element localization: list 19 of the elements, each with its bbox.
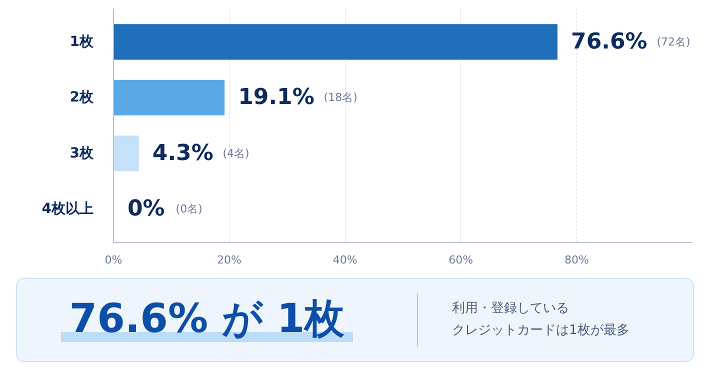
y-tick-label: 4枚以上	[42, 201, 94, 218]
text: 76.6% が 1枚	[61, 296, 353, 342]
x-tick-label: 80%	[564, 254, 589, 266]
text: 利用・登録している	[452, 301, 569, 316]
y-tick-label: 3枚	[70, 145, 94, 162]
x-tick-label: 20%	[217, 254, 242, 266]
y-tick-label: 2枚	[70, 90, 94, 106]
x-tick-label: 40%	[332, 254, 358, 266]
y-tick-label: 1枚	[70, 34, 94, 50]
bar	[114, 80, 225, 116]
data-label: 0% (0名)	[128, 196, 202, 222]
bar	[114, 24, 558, 60]
bar	[114, 136, 139, 172]
x-tick-label: 0%	[104, 254, 122, 266]
data-label: 19.1% (18名)	[238, 85, 358, 110]
x-tick-label: 60%	[448, 254, 474, 266]
data-label: 4.3% (4名)	[152, 140, 250, 166]
text: クレジットカードは1枚が最多	[452, 323, 630, 338]
data-label: 76.6% (72名)	[571, 29, 690, 54]
